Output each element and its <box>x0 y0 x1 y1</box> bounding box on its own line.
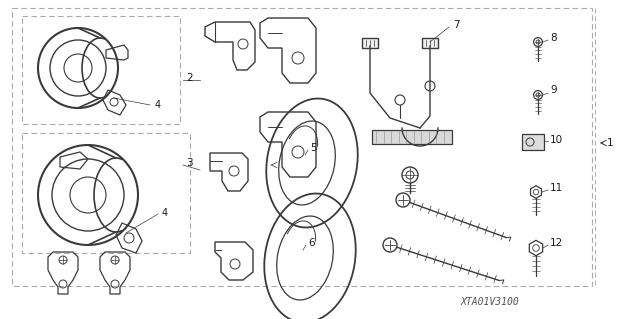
Bar <box>22 133 190 253</box>
Bar <box>422 38 438 48</box>
Text: XTA01V3100: XTA01V3100 <box>461 297 520 307</box>
Bar <box>22 16 180 124</box>
Text: 9: 9 <box>550 85 557 95</box>
Text: 1: 1 <box>607 138 613 148</box>
Text: 2: 2 <box>186 73 193 83</box>
Text: 6: 6 <box>308 238 315 248</box>
Text: 4: 4 <box>162 208 168 218</box>
Bar <box>362 38 378 48</box>
Text: 5: 5 <box>310 143 317 153</box>
Text: 8: 8 <box>550 33 557 43</box>
Text: 11: 11 <box>550 183 563 193</box>
Text: 10: 10 <box>550 135 563 145</box>
Text: 4: 4 <box>155 100 161 110</box>
Bar <box>372 130 452 144</box>
Bar <box>12 8 592 286</box>
Text: 12: 12 <box>550 238 563 248</box>
Bar <box>522 134 544 150</box>
Text: 3: 3 <box>186 158 193 168</box>
Text: 7: 7 <box>453 20 460 30</box>
